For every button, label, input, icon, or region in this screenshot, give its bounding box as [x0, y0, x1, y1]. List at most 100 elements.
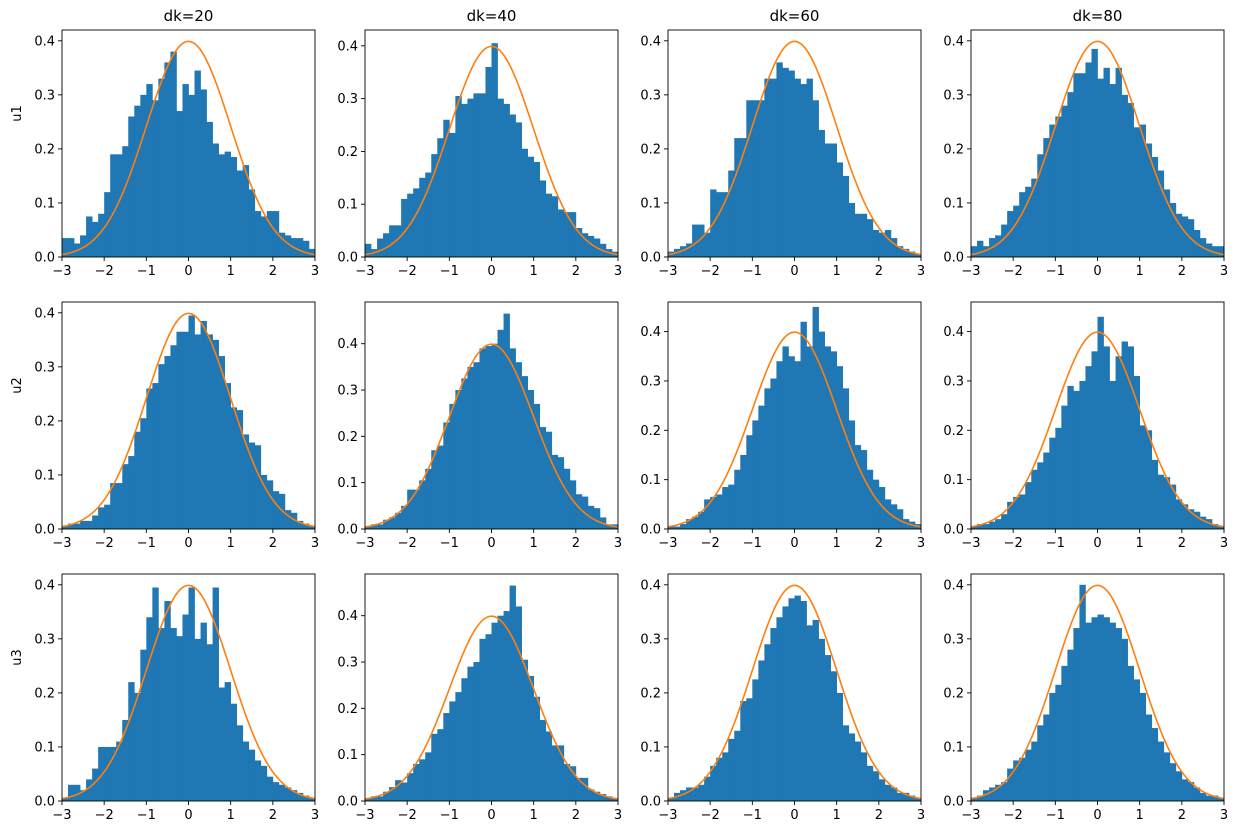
histogram-bar	[1133, 679, 1141, 801]
histogram-bar	[1085, 622, 1092, 801]
x-tick-label: 1	[227, 808, 235, 823]
histogram-bar	[575, 494, 583, 529]
histogram-bar	[443, 119, 450, 258]
histogram-bar	[449, 403, 456, 529]
histogram-bar	[401, 198, 408, 257]
histogram-bar	[377, 796, 384, 801]
x-tick-label: −3	[355, 264, 374, 279]
histogram-bar	[1187, 509, 1195, 529]
histogram-bar	[527, 390, 535, 529]
histogram-bar	[260, 765, 268, 801]
histogram-bar	[200, 622, 207, 801]
histogram-bar	[407, 773, 414, 801]
histogram-bar	[230, 703, 238, 801]
histogram-bar	[1133, 376, 1141, 529]
histogram-bar	[1043, 138, 1050, 257]
histogram-bar	[272, 782, 280, 801]
x-tick-label: 0	[1093, 536, 1101, 551]
histogram-bar	[1037, 462, 1044, 529]
histogram-bar	[200, 320, 207, 529]
x-tick-label: 1	[1136, 264, 1144, 279]
histogram-bar	[722, 192, 729, 257]
histogram-bar	[557, 209, 565, 257]
histogram-bar	[1031, 741, 1038, 801]
x-tick-label: −3	[658, 536, 677, 551]
histogram-bar	[1121, 638, 1128, 801]
histogram-bar	[140, 418, 147, 529]
histogram-bar	[509, 114, 516, 257]
x-tick-label: 1	[1136, 808, 1144, 823]
histogram-bar	[521, 376, 528, 529]
histogram-bar	[308, 798, 316, 801]
histogram-bar	[128, 456, 135, 529]
x-tick-label: −1	[137, 808, 156, 823]
histogram-bar	[242, 165, 250, 257]
histogram-bar	[479, 348, 486, 529]
histogram-bar	[1013, 205, 1020, 257]
y-tick-label: 0.2	[640, 686, 661, 701]
x-tick-label: 1	[530, 264, 538, 279]
y-tick-label: 0.3	[337, 92, 358, 107]
y-tick-label: 0.1	[337, 476, 358, 491]
histogram-bar	[722, 752, 729, 801]
histogram-bar	[254, 211, 262, 257]
histogram-bar	[728, 484, 735, 529]
y-tick-label: 0.2	[943, 142, 964, 157]
histogram-bar	[575, 777, 583, 801]
histogram-bar	[1025, 482, 1032, 529]
histogram-bar	[1163, 477, 1171, 529]
histogram-bar	[1211, 246, 1219, 257]
histogram-bar	[365, 798, 372, 801]
histogram-bar	[230, 407, 238, 529]
x-tick-label: −1	[743, 264, 762, 279]
histogram-bar	[680, 246, 687, 257]
histogram-bar	[1085, 62, 1092, 258]
x-tick-label: 0	[184, 808, 192, 823]
histogram-bar	[395, 225, 402, 257]
column-title: dk=20	[164, 7, 214, 25]
histogram-bar	[533, 403, 541, 529]
histogram-bar	[140, 94, 147, 257]
histogram-bar	[704, 232, 711, 257]
y-tick-label: 0.1	[34, 468, 55, 483]
histogram-bar	[1199, 792, 1207, 801]
x-tick-label: 2	[269, 264, 277, 279]
histogram-bar	[1049, 124, 1056, 257]
histogram-bar	[551, 454, 559, 529]
histogram-bar	[782, 67, 789, 257]
x-tick-label: 3	[614, 808, 622, 823]
histogram-bar	[449, 701, 456, 801]
histogram-bar	[164, 62, 171, 258]
histogram-bar	[473, 662, 480, 801]
x-tick-label: −3	[658, 808, 677, 823]
histogram-bar	[1055, 684, 1062, 801]
histogram-bar	[569, 766, 577, 801]
histogram-bar	[605, 796, 613, 801]
histogram-bar	[218, 687, 225, 801]
histogram-bar	[503, 103, 510, 257]
histogram-bar	[290, 790, 298, 801]
histogram-bar	[818, 638, 825, 801]
y-tick-label: 0.3	[640, 632, 661, 647]
histogram-bar	[86, 520, 93, 529]
histogram-bar	[365, 243, 372, 257]
histogram-bar	[752, 679, 759, 801]
histogram-bar	[1145, 430, 1153, 529]
histogram-bar	[92, 515, 99, 529]
histogram-bar	[308, 248, 316, 257]
histogram-bar	[254, 445, 262, 529]
histogram-bar	[383, 233, 390, 257]
histogram-bar	[437, 729, 444, 801]
x-tick-label: 3	[311, 536, 319, 551]
histogram-bar	[248, 442, 256, 529]
histogram-bar	[158, 78, 165, 257]
histogram-bar	[218, 356, 225, 529]
normal-pdf-curve	[61, 40, 316, 256]
y-tick-label: 0.2	[337, 430, 358, 445]
y-tick-label: 0.3	[34, 360, 55, 375]
y-tick-label: 0.1	[943, 740, 964, 755]
histogram-bar	[62, 798, 69, 801]
normal-pdf-curve	[970, 584, 1225, 800]
histogram-bar	[1025, 749, 1032, 801]
x-tick-label: −3	[52, 808, 71, 823]
